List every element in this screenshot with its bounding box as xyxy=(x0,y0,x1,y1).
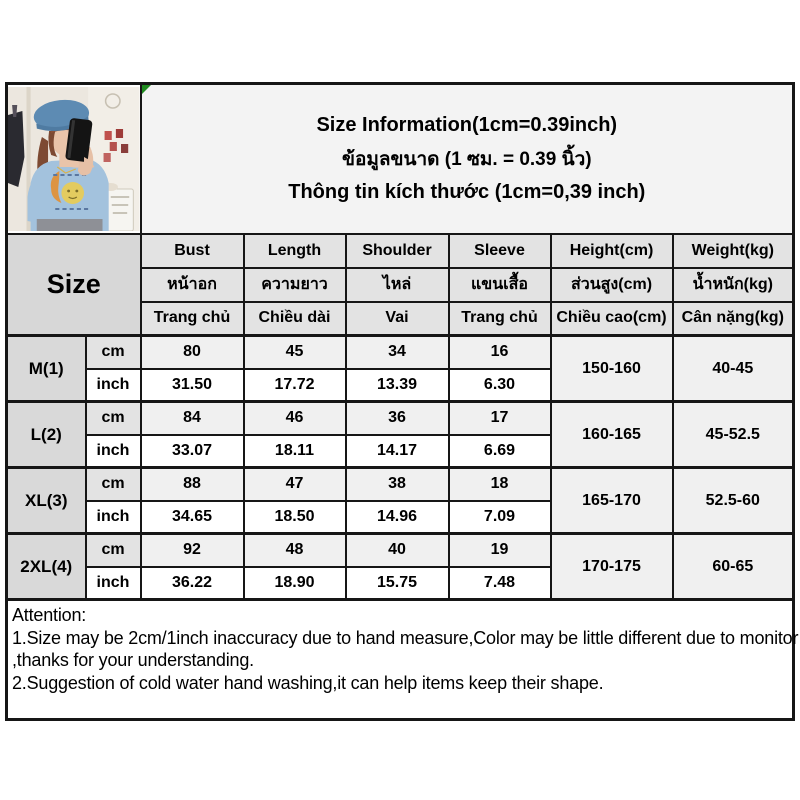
m1-sleeve-cm: 16 xyxy=(447,334,552,370)
l2-weight: 45-52.5 xyxy=(671,400,795,469)
attention-line-1: 1.Size may be 2cm/1inch inaccuracy due t… xyxy=(12,627,799,648)
attention-line-2: ,thanks for your understanding. xyxy=(12,650,254,670)
header-height-en: Height(cm) xyxy=(549,232,674,269)
header-shoulder-th: ไหล่ xyxy=(344,266,450,303)
row-2xl4-cm: 2XL(4) cm 92 48 40 19 170-175 60-65 xyxy=(5,532,795,601)
attention-heading: Attention: xyxy=(12,605,87,625)
l2-sleeve-inch: 6.69 xyxy=(447,434,552,469)
size-table: Size Information(1cm=0.39inch) ข้อมูลขนา… xyxy=(5,82,796,601)
header-row-english: Size Bust Length Shoulder Sleeve Height(… xyxy=(5,232,795,337)
l2-length-inch: 18.11 xyxy=(242,434,347,469)
attention-line-3: 2.Suggestion of cold water hand washing,… xyxy=(12,672,604,693)
size-corner-label: Size xyxy=(5,232,142,337)
header-weight-vi: Cân nặng(kg) xyxy=(671,300,795,337)
unit-label-cm: cm xyxy=(84,466,142,502)
title-cell: Size Information(1cm=0.39inch) ข้อมูลขนา… xyxy=(139,82,795,235)
size-label-l2: L(2) xyxy=(5,400,87,469)
attention-note: Attention: 1.Size may be 2cm/1inch inacc… xyxy=(5,601,799,721)
header-bust-vi: Trang chủ xyxy=(139,300,245,337)
header-sleeve-en: Sleeve xyxy=(447,232,552,269)
size-label-xl3: XL(3) xyxy=(5,466,87,535)
unit-label-inch: inch xyxy=(84,566,142,601)
2xl4-bust-cm: 92 xyxy=(139,532,245,568)
m1-bust-cm: 80 xyxy=(139,334,245,370)
unit-label-inch: inch xyxy=(84,500,142,535)
l2-bust-inch: 33.07 xyxy=(139,434,245,469)
m1-length-inch: 17.72 xyxy=(242,368,347,403)
model-photo xyxy=(5,82,142,235)
unit-label-cm: cm xyxy=(84,532,142,568)
header-row-vietnamese: Trang chủ Chiều dài Vai Trang chủ Chiều … xyxy=(7,300,795,337)
row-xl3-inch: inch 34.65 18.50 14.96 7.09 xyxy=(7,500,794,535)
xl3-sleeve-cm: 18 xyxy=(447,466,552,502)
header-length-vi: Chiều dài xyxy=(242,300,347,337)
l2-bust-cm: 84 xyxy=(139,400,245,436)
unit-label-cm: cm xyxy=(84,400,142,436)
header-length-en: Length xyxy=(242,232,347,269)
cell-comment-marker-icon xyxy=(142,85,151,94)
model-photo-illustration xyxy=(8,86,139,231)
m1-length-cm: 45 xyxy=(242,334,347,370)
2xl4-shoulder-cm: 40 xyxy=(344,532,450,568)
m1-shoulder-inch: 13.39 xyxy=(344,368,450,403)
2xl4-sleeve-cm: 19 xyxy=(447,532,552,568)
xl3-shoulder-cm: 38 xyxy=(344,466,450,502)
header-weight-th: น้ำหนัก(kg) xyxy=(671,266,795,303)
m1-height: 150-160 xyxy=(549,334,674,403)
title-vietnamese: Thông tin kích thước (1cm=0,39 inch) xyxy=(288,180,646,203)
m1-sleeve-inch: 6.30 xyxy=(447,368,552,403)
l2-sleeve-cm: 17 xyxy=(447,400,552,436)
unit-label-inch: inch xyxy=(84,434,142,469)
unit-label-inch: inch xyxy=(84,368,142,403)
title-thai: ข้อมูลขนาด (1 ซม. = 0.39 นิ้ว) xyxy=(341,148,592,170)
m1-shoulder-cm: 34 xyxy=(344,334,450,370)
header-sleeve-th: แขนเสื้อ xyxy=(447,266,552,303)
row-xl3-cm: XL(3) cm 88 47 38 18 165-170 52.5-60 xyxy=(5,466,795,535)
xl3-bust-cm: 88 xyxy=(139,466,245,502)
header-shoulder-vi: Vai xyxy=(344,300,450,337)
row-l2-cm: L(2) cm 84 46 36 17 160-165 45-52.5 xyxy=(5,400,795,469)
l2-height: 160-165 xyxy=(549,400,674,469)
xl3-weight: 52.5-60 xyxy=(671,466,795,535)
header-length-th: ความยาว xyxy=(242,266,347,303)
header-shoulder-en: Shoulder xyxy=(344,232,450,269)
xl3-shoulder-inch: 14.96 xyxy=(344,500,450,535)
m1-bust-inch: 31.50 xyxy=(139,368,245,403)
l2-shoulder-inch: 14.17 xyxy=(344,434,450,469)
2xl4-weight: 60-65 xyxy=(671,532,795,601)
l2-length-cm: 46 xyxy=(242,400,347,436)
xl3-bust-inch: 34.65 xyxy=(139,500,245,535)
xl3-length-cm: 47 xyxy=(242,466,347,502)
title-english: Size Information(1cm=0.39inch) xyxy=(316,113,618,136)
2xl4-shoulder-inch: 15.75 xyxy=(344,566,450,601)
2xl4-bust-inch: 36.22 xyxy=(139,566,245,601)
row-2xl4-inch: inch 36.22 18.90 15.75 7.48 xyxy=(7,566,794,601)
header-bust-th: หน้าอก xyxy=(139,266,245,303)
2xl4-length-inch: 18.90 xyxy=(242,566,347,601)
unit-label-cm: cm xyxy=(84,334,142,370)
size-label-2xl4: 2XL(4) xyxy=(5,532,87,601)
size-chart-sheet: Size Information(1cm=0.39inch) ข้อมูลขนา… xyxy=(5,82,799,721)
l2-shoulder-cm: 36 xyxy=(344,400,450,436)
top-row: Size Information(1cm=0.39inch) ข้อมูลขนา… xyxy=(5,82,795,235)
header-height-vi: Chiều cao(cm) xyxy=(549,300,674,337)
header-bust-en: Bust xyxy=(139,232,245,269)
size-label-m1: M(1) xyxy=(5,334,87,403)
header-sleeve-vi: Trang chủ xyxy=(447,300,552,337)
header-height-th: ส่วนสูง(cm) xyxy=(549,266,674,303)
xl3-length-inch: 18.50 xyxy=(242,500,347,535)
2xl4-height: 170-175 xyxy=(549,532,674,601)
header-row-thai: หน้าอก ความยาว ไหล่ แขนเสื้อ ส่วนสูง(cm)… xyxy=(7,266,795,303)
row-l2-inch: inch 33.07 18.11 14.17 6.69 xyxy=(7,434,794,469)
xl3-height: 165-170 xyxy=(549,466,674,535)
xl3-sleeve-inch: 7.09 xyxy=(447,500,552,535)
row-m1-cm: M(1) cm 80 45 34 16 150-160 40-45 xyxy=(5,334,795,403)
2xl4-length-cm: 48 xyxy=(242,532,347,568)
2xl4-sleeve-inch: 7.48 xyxy=(447,566,552,601)
header-weight-en: Weight(kg) xyxy=(671,232,795,269)
m1-weight: 40-45 xyxy=(671,334,795,403)
row-m1-inch: inch 31.50 17.72 13.39 6.30 xyxy=(7,368,794,403)
